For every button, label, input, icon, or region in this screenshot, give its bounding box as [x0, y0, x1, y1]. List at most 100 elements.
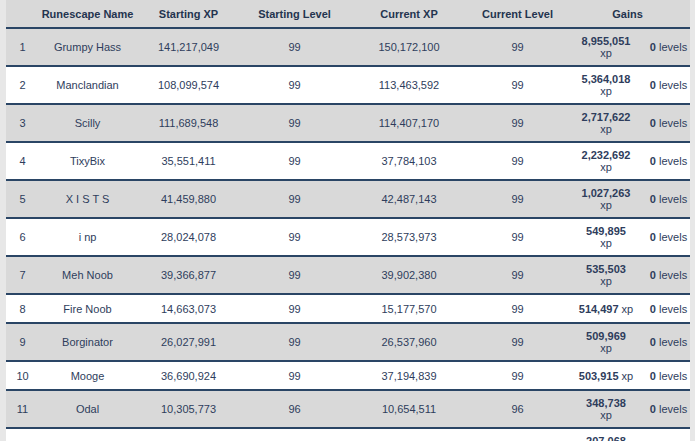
- current-xp-cell: 28,573,973: [348, 218, 470, 256]
- current-level-cell: 99: [470, 428, 565, 441]
- current-level-cell: 99: [470, 218, 565, 256]
- gains-levels-unit: levels: [659, 370, 687, 382]
- gains-xp-unit: xp: [600, 123, 612, 135]
- header-starting-level[interactable]: Starting Level: [241, 0, 348, 28]
- table-row: 5X I S T S41,459,8809942,487,143991,027,…: [6, 180, 690, 218]
- header-current-xp[interactable]: Current XP: [348, 0, 470, 28]
- gains-xp-unit: xp: [600, 199, 612, 211]
- gains-levels-unit: levels: [659, 336, 687, 348]
- starting-level-cell: 99: [241, 428, 348, 441]
- gains-levels-value: 0: [650, 336, 656, 348]
- header-rank: [6, 0, 39, 28]
- starting-xp-cell: 29,786,052: [136, 428, 241, 441]
- starting-xp-cell: 26,027,991: [136, 323, 241, 361]
- gains-xp-cell: 535,503xp: [565, 256, 647, 294]
- table-row: 4TixyBix35,551,4119937,784,103992,232,69…: [6, 142, 690, 180]
- player-name-cell: Ailmere: [39, 428, 136, 441]
- gains-xp-cell: 2,717,622xp: [565, 104, 647, 142]
- gains-levels-cell: 0 levels: [647, 256, 690, 294]
- gains-xp-unit: xp: [600, 275, 612, 287]
- rank-cell: 2: [6, 66, 39, 104]
- gains-xp-value: 207,068: [586, 435, 626, 441]
- starting-level-cell: 99: [241, 323, 348, 361]
- rank-cell: 5: [6, 180, 39, 218]
- gains-levels-cell: 0 levels: [647, 294, 690, 323]
- current-xp-cell: 37,194,839: [348, 361, 470, 390]
- header-current-level[interactable]: Current Level: [470, 0, 565, 28]
- starting-level-cell: 99: [241, 180, 348, 218]
- rank-cell: 4: [6, 142, 39, 180]
- table-row: 7Meh Noob39,366,8779939,902,38099535,503…: [6, 256, 690, 294]
- gains-levels-unit: levels: [659, 269, 687, 281]
- starting-level-cell: 99: [241, 294, 348, 323]
- current-xp-cell: 150,172,100: [348, 28, 470, 66]
- rank-cell: 3: [6, 104, 39, 142]
- gains-xp-unit: xp: [600, 409, 612, 421]
- current-level-cell: 99: [470, 66, 565, 104]
- gains-xp-cell: 509,969xp: [565, 323, 647, 361]
- gains-levels-value: 0: [650, 155, 656, 167]
- gains-xp-cell: 2,232,692xp: [565, 142, 647, 180]
- current-level-cell: 99: [470, 361, 565, 390]
- gains-levels-cell: 0 levels: [647, 142, 690, 180]
- player-name-cell: Odal: [39, 390, 136, 428]
- gains-xp-unit: xp: [600, 161, 612, 173]
- gains-xp-value: 509,969: [586, 330, 626, 342]
- starting-level-cell: 99: [241, 361, 348, 390]
- current-level-cell: 99: [470, 323, 565, 361]
- gains-levels-cell: 0 levels: [647, 428, 690, 441]
- gains-levels-value: 0: [650, 117, 656, 129]
- gains-levels-cell: 0 levels: [647, 218, 690, 256]
- rank-cell: 9: [6, 323, 39, 361]
- starting-level-cell: 99: [241, 28, 348, 66]
- gains-levels-unit: levels: [659, 117, 687, 129]
- gains-xp-value: 535,503: [586, 263, 626, 275]
- gains-levels-value: 0: [650, 370, 656, 382]
- current-level-cell: 99: [470, 142, 565, 180]
- table-row: 2Manclandian108,099,57499113,463,592995,…: [6, 66, 690, 104]
- gains-xp-unit: xp: [600, 47, 612, 59]
- rank-cell: 12: [6, 428, 39, 441]
- gains-xp-value: 2,232,692: [582, 149, 631, 161]
- starting-level-cell: 96: [241, 390, 348, 428]
- current-level-cell: 99: [470, 180, 565, 218]
- gains-levels-unit: levels: [659, 303, 687, 315]
- current-xp-cell: 10,654,511: [348, 390, 470, 428]
- header-gains[interactable]: Gains: [565, 0, 690, 28]
- gains-levels-cell: 0 levels: [647, 104, 690, 142]
- gains-xp-cell: 503,915 xp: [565, 361, 647, 390]
- rank-cell: 1: [6, 28, 39, 66]
- gains-xp-value: 348,738: [586, 397, 626, 409]
- header-starting-xp[interactable]: Starting XP: [136, 0, 241, 28]
- gains-xp-value: 503,915: [579, 370, 619, 382]
- gains-levels-unit: levels: [659, 231, 687, 243]
- table-header: Runescape Name Starting XP Starting Leve…: [6, 0, 690, 28]
- starting-level-cell: 99: [241, 142, 348, 180]
- rank-cell: 7: [6, 256, 39, 294]
- current-xp-cell: 42,487,143: [348, 180, 470, 218]
- rank-cell: 10: [6, 361, 39, 390]
- gains-levels-cell: 0 levels: [647, 180, 690, 218]
- header-row: Runescape Name Starting XP Starting Leve…: [6, 0, 690, 28]
- starting-xp-cell: 141,217,049: [136, 28, 241, 66]
- rank-cell: 6: [6, 218, 39, 256]
- starting-level-cell: 99: [241, 104, 348, 142]
- table-row: 6i np28,024,0789928,573,97399549,895xp0 …: [6, 218, 690, 256]
- gains-xp-cell: 207,068xp: [565, 428, 647, 441]
- rank-cell: 11: [6, 390, 39, 428]
- current-xp-cell: 39,902,380: [348, 256, 470, 294]
- starting-xp-cell: 10,305,773: [136, 390, 241, 428]
- gains-levels-cell: 0 levels: [647, 28, 690, 66]
- gains-levels-value: 0: [650, 41, 656, 53]
- player-name-cell: X I S T S: [39, 180, 136, 218]
- gains-levels-value: 0: [650, 193, 656, 205]
- starting-level-cell: 99: [241, 66, 348, 104]
- gains-levels-value: 0: [650, 269, 656, 281]
- starting-xp-cell: 39,366,877: [136, 256, 241, 294]
- gains-xp-cell: 1,027,263xp: [565, 180, 647, 218]
- gains-xp-cell: 8,955,051xp: [565, 28, 647, 66]
- gains-xp-cell: 5,364,018xp: [565, 66, 647, 104]
- header-runescape-name[interactable]: Runescape Name: [39, 0, 136, 28]
- gains-xp-value: 514,497: [579, 303, 619, 315]
- gains-levels-cell: 0 levels: [647, 66, 690, 104]
